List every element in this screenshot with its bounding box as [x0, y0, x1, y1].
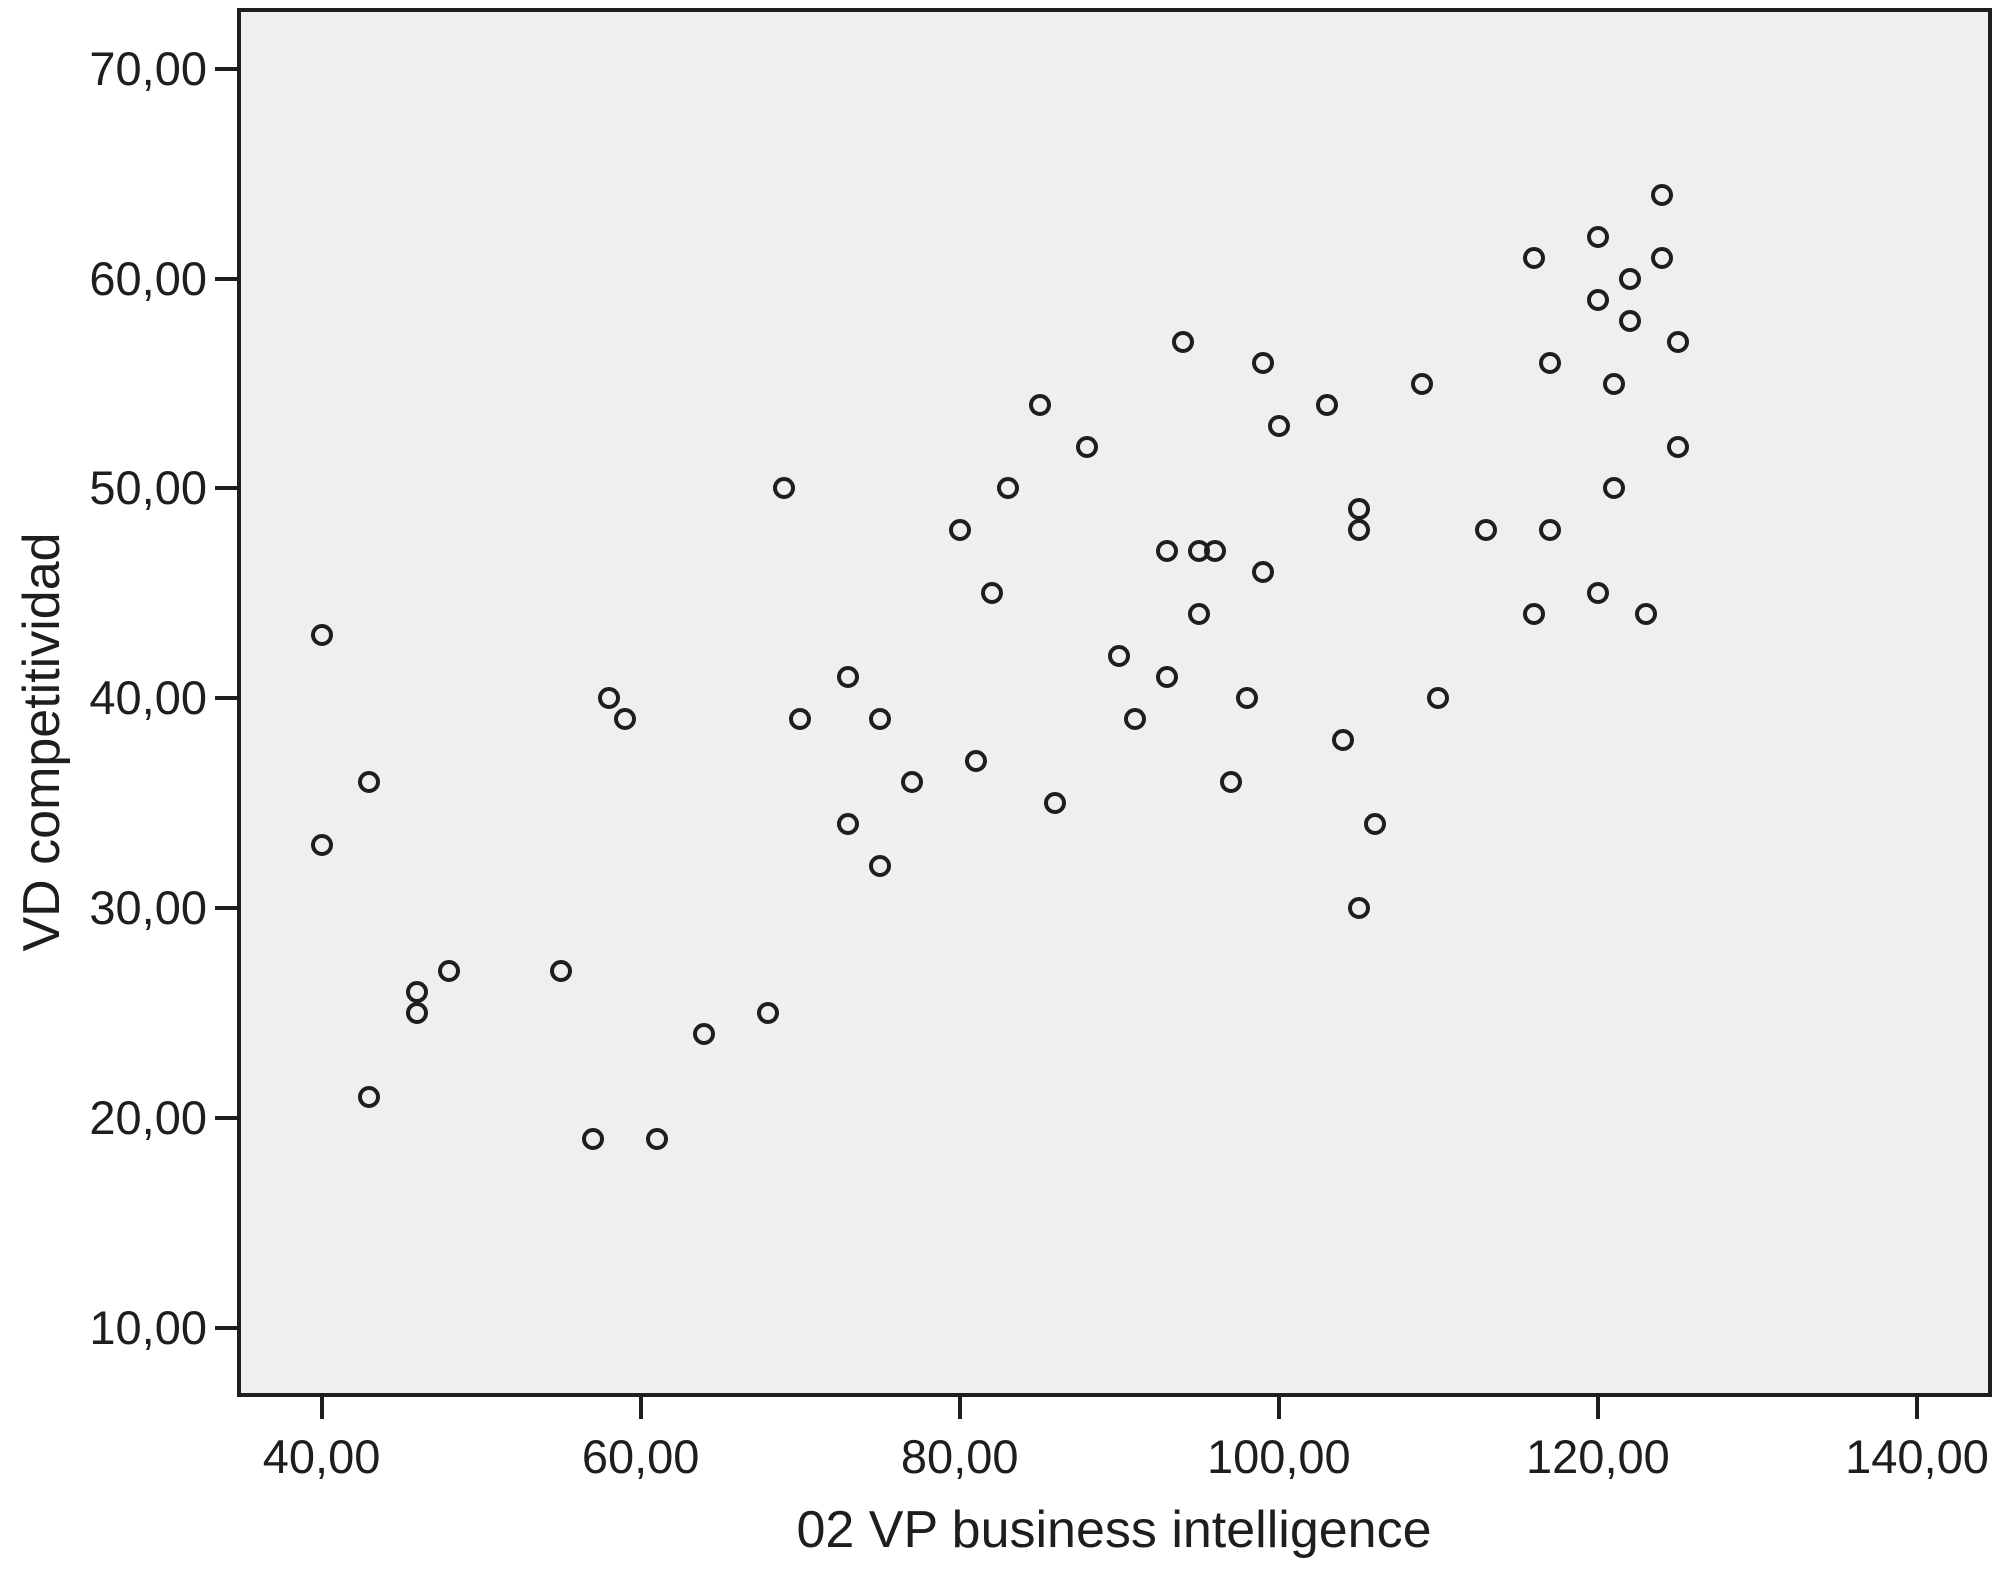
- data-point: [1267, 414, 1290, 437]
- data-point: [1076, 435, 1099, 458]
- data-point: [1602, 477, 1625, 500]
- data-point: [310, 624, 333, 647]
- x-axis-tick-label: 80,00: [900, 1430, 1019, 1483]
- x-axis-tick-label: 40,00: [262, 1430, 381, 1483]
- data-point: [310, 834, 333, 857]
- data-point: [1666, 435, 1689, 458]
- x-axis-tick: [1595, 1397, 1600, 1419]
- y-axis-tick-label: 50,00: [89, 461, 207, 515]
- data-point: [757, 1002, 780, 1025]
- data-point: [549, 960, 572, 983]
- data-point: [358, 771, 381, 794]
- data-point: [1666, 330, 1689, 353]
- y-axis-tick: [215, 66, 237, 71]
- y-axis-tick-label: 20,00: [89, 1090, 207, 1144]
- data-point: [1634, 603, 1657, 626]
- data-point: [1204, 540, 1226, 563]
- data-point: [1044, 792, 1067, 815]
- data-point: [996, 477, 1019, 500]
- data-point: [1650, 246, 1673, 269]
- data-point: [789, 708, 812, 731]
- data-point: [837, 666, 860, 689]
- data-point: [1586, 582, 1609, 605]
- data-point: [1028, 393, 1051, 416]
- data-point: [1124, 708, 1147, 731]
- data-point: [1172, 330, 1195, 353]
- data-point: [1586, 225, 1609, 248]
- y-axis-tick: [215, 696, 237, 701]
- data-point: [868, 855, 891, 878]
- data-point: [1475, 519, 1498, 542]
- x-axis-tick: [319, 1397, 324, 1419]
- x-axis-tick-label: 100,00: [1206, 1430, 1351, 1483]
- data-point: [1539, 519, 1562, 542]
- data-point: [1427, 687, 1450, 710]
- data-point: [1347, 498, 1370, 521]
- y-axis-tick: [215, 1325, 237, 1330]
- data-point: [693, 1023, 716, 1045]
- y-axis-tick-label: 30,00: [89, 881, 207, 935]
- data-point: [613, 708, 636, 731]
- data-point: [1411, 372, 1434, 395]
- x-axis-tick-label: 120,00: [1526, 1430, 1670, 1483]
- data-point: [1618, 309, 1641, 332]
- y-axis-tick-label: 10,00: [89, 1300, 207, 1354]
- x-axis-tick: [957, 1397, 962, 1419]
- y-axis-tick: [215, 486, 237, 491]
- data-point: [868, 708, 891, 731]
- x-axis-tick: [1276, 1397, 1281, 1419]
- data-point: [773, 477, 796, 500]
- data-point: [1219, 771, 1242, 794]
- y-axis-tick-label: 40,00: [89, 671, 207, 725]
- x-axis-tick: [638, 1397, 643, 1419]
- data-point: [964, 750, 987, 773]
- data-point: [1586, 288, 1609, 311]
- y-axis-tick: [215, 276, 237, 281]
- data-point: [406, 981, 429, 1004]
- data-point: [1251, 561, 1274, 584]
- data-point: [1539, 351, 1562, 374]
- y-axis-tick-label: 60,00: [89, 251, 207, 305]
- data-point: [1108, 645, 1131, 668]
- y-axis-title: VD competitividad: [13, 532, 71, 952]
- data-point: [948, 519, 971, 542]
- data-point: [1618, 267, 1641, 290]
- y-axis-tick: [215, 906, 237, 911]
- data-point: [1523, 246, 1546, 269]
- x-axis-tick-label: 140,00: [1845, 1430, 1989, 1483]
- data-point: [597, 687, 620, 710]
- x-axis-tick: [1915, 1397, 1919, 1419]
- data-point: [1315, 393, 1338, 416]
- data-point: [645, 1127, 668, 1150]
- data-point: [1331, 729, 1354, 752]
- data-point: [1235, 687, 1258, 710]
- data-point: [1156, 540, 1179, 563]
- data-point: [358, 1085, 381, 1108]
- x-axis-tick-label: 60,00: [581, 1430, 700, 1483]
- data-point: [1650, 183, 1673, 206]
- data-point: [837, 813, 860, 836]
- data-point: [1251, 351, 1274, 374]
- plot-area: [237, 8, 1992, 1397]
- data-point: [1363, 813, 1386, 836]
- data-point: [406, 1002, 429, 1025]
- data-point: [900, 771, 923, 794]
- data-point: [1347, 519, 1370, 542]
- x-axis-title: 02 VP business intelligence: [796, 1501, 1432, 1559]
- data-point: [1156, 666, 1179, 689]
- data-point: [438, 960, 461, 983]
- data-point: [1523, 603, 1546, 626]
- y-axis-tick: [215, 1115, 237, 1120]
- data-point: [980, 582, 1003, 605]
- y-axis-tick-label: 70,00: [89, 41, 207, 95]
- data-point: [1602, 372, 1625, 395]
- data-point: [1347, 897, 1370, 920]
- data-point: [1188, 603, 1211, 626]
- data-point: [581, 1127, 604, 1150]
